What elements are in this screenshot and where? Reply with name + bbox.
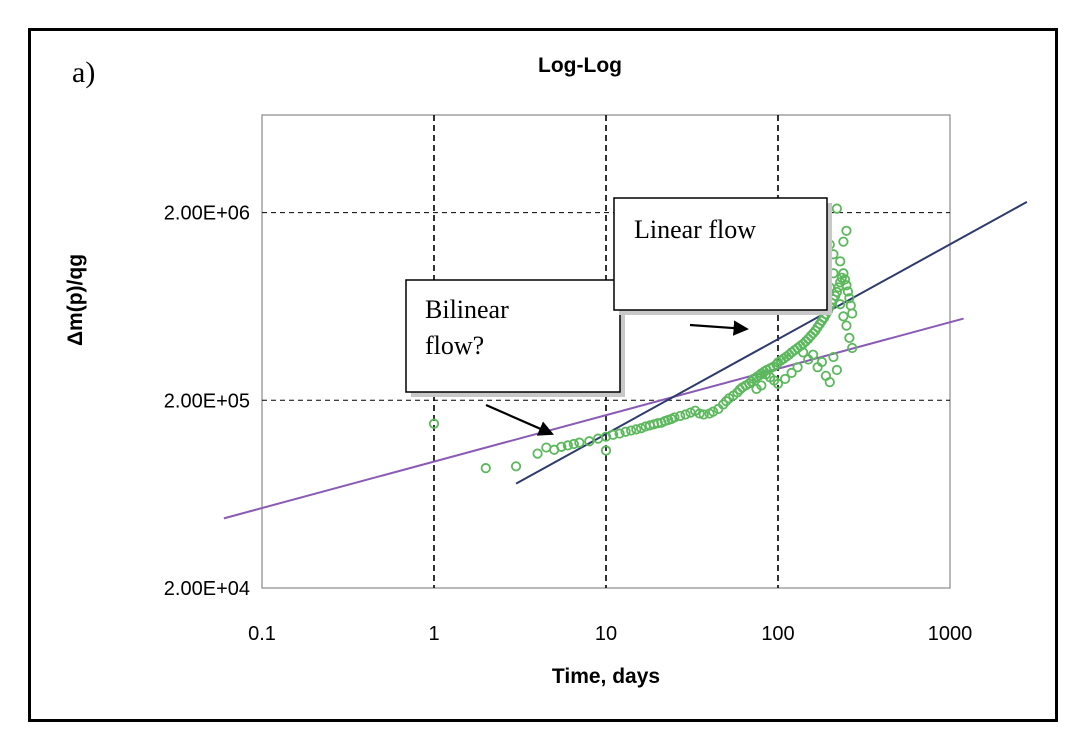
data-point bbox=[831, 286, 842, 298]
data-point bbox=[841, 280, 852, 291]
data-point bbox=[694, 408, 705, 419]
data-point bbox=[841, 225, 852, 236]
data-point bbox=[835, 299, 846, 310]
data-point bbox=[556, 441, 567, 452]
linear-flow-label: Linear flow bbox=[634, 215, 756, 244]
y-axis-label: Δm(p)/qg bbox=[64, 254, 87, 346]
data-point bbox=[760, 369, 771, 380]
data-point bbox=[620, 426, 631, 437]
data-point bbox=[584, 436, 595, 447]
x-axis-label: Time, days bbox=[552, 665, 660, 688]
data-point bbox=[614, 428, 625, 439]
bilinear-flow-label: flow? bbox=[425, 331, 484, 360]
data-point bbox=[562, 440, 573, 451]
data-point bbox=[838, 236, 849, 247]
data-point bbox=[838, 311, 849, 322]
data-point bbox=[532, 448, 543, 459]
data-point bbox=[838, 268, 849, 279]
bilinear-flow-arrow bbox=[485, 403, 554, 436]
data-point bbox=[568, 438, 579, 450]
data-point bbox=[751, 383, 762, 395]
data-point bbox=[680, 409, 691, 420]
x-tick-label: 10 bbox=[595, 623, 617, 645]
data-point bbox=[803, 354, 814, 365]
data-point bbox=[675, 410, 686, 422]
data-point bbox=[698, 409, 709, 420]
data-point bbox=[844, 332, 855, 344]
data-point bbox=[839, 274, 851, 285]
data-point bbox=[816, 356, 828, 368]
data-point bbox=[842, 286, 854, 297]
data-point bbox=[708, 406, 719, 417]
data-point bbox=[792, 362, 803, 373]
y-tick-label: 2.00E+06 bbox=[164, 203, 250, 225]
panel-label: a) bbox=[72, 56, 95, 89]
x-tick-label: 100 bbox=[761, 623, 794, 645]
bilinear-flow-box bbox=[405, 279, 621, 393]
data-point bbox=[510, 461, 522, 472]
x-tick-label: 1000 bbox=[928, 623, 973, 645]
data-point bbox=[631, 424, 642, 435]
data-point bbox=[828, 351, 839, 363]
annotations: Bilinear flow? Linear flow bbox=[405, 197, 832, 436]
data-point bbox=[831, 364, 842, 376]
y-tick-label: 2.00E+05 bbox=[164, 390, 250, 412]
data-point bbox=[574, 437, 585, 448]
x-tick-label: 0.1 bbox=[248, 623, 276, 645]
figure-frame bbox=[28, 28, 1058, 722]
data-point bbox=[480, 463, 491, 474]
tick-labels: 0.1 1 10 100 1000 2.00E+04 2.00E+05 2.00E+06 bbox=[164, 203, 972, 645]
data-point bbox=[824, 377, 835, 388]
data-point bbox=[847, 308, 858, 319]
data-point bbox=[636, 423, 647, 434]
data-point bbox=[798, 347, 809, 358]
x-tick-label: 1 bbox=[428, 623, 439, 645]
grid bbox=[262, 115, 950, 588]
data-point bbox=[780, 373, 791, 385]
data-point bbox=[841, 320, 852, 331]
data-point bbox=[721, 396, 732, 407]
bilinear-flow-label: Bilinear bbox=[425, 295, 509, 324]
data-point bbox=[626, 425, 637, 436]
linear-flow-arrow bbox=[689, 320, 749, 336]
data-point bbox=[786, 367, 797, 378]
data-point bbox=[847, 342, 858, 354]
chart-title: Log-Log bbox=[538, 54, 622, 77]
data-point bbox=[800, 336, 811, 347]
y-tick-label: 2.00E+04 bbox=[164, 578, 250, 600]
data-point bbox=[831, 203, 842, 214]
data-point bbox=[608, 429, 619, 440]
data-point bbox=[600, 445, 612, 456]
data-point bbox=[428, 418, 440, 429]
linear-flow-box bbox=[613, 197, 828, 311]
bilinear-fit-line bbox=[223, 317, 964, 520]
data-point bbox=[835, 256, 846, 267]
data-point bbox=[669, 412, 680, 423]
